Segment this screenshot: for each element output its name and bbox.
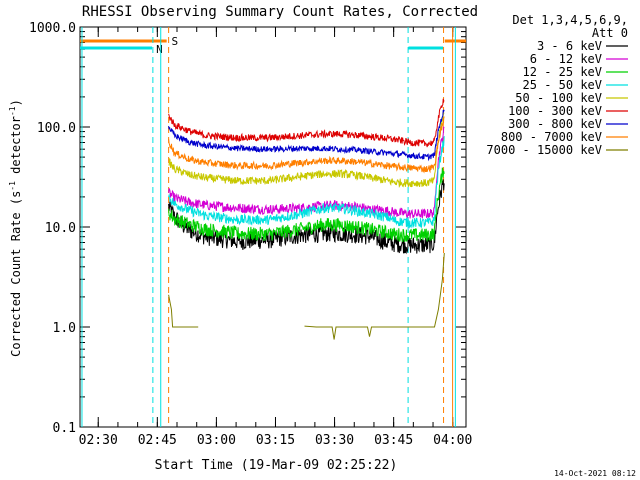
footer-date: 14-Oct-2021 08:12 [554, 469, 636, 478]
y-tick-label: 100.0 [37, 121, 76, 136]
legend-label-0: 3 - 6 keV [537, 39, 602, 53]
series-line-6 [168, 109, 445, 162]
x-tick-label: 03:30 [315, 433, 354, 448]
series-line-0 [168, 179, 445, 255]
x-tick-label: 03:00 [197, 433, 236, 448]
x-tick-label: 03:15 [256, 433, 295, 448]
legend-label-8: 7000 - 15000 keV [486, 143, 602, 157]
y-tick-label: 1.0 [53, 321, 76, 336]
chart-title: RHESSI Observing Summary Count Rates, Co… [82, 4, 478, 20]
legend-label-4: 50 - 100 keV [515, 91, 602, 105]
x-axis-label: Start Time (19-Mar-09 02:25:22) [155, 458, 398, 473]
legend-label-6: 300 - 800 keV [508, 117, 602, 131]
legend-header-line-1: Det 1,3,4,5,6,9, [512, 13, 628, 27]
x-tick-label: 02:45 [138, 433, 177, 448]
series-line-2 [168, 167, 445, 242]
series-line-3 [168, 136, 445, 229]
series-line-8 [168, 252, 445, 340]
legend-label-5: 100 - 300 keV [508, 104, 602, 118]
x-tick-label: 04:00 [433, 433, 472, 448]
legend-label-1: 6 - 12 keV [530, 52, 602, 66]
x-tick-label: 03:45 [374, 433, 413, 448]
y-tick-label: 1000.0 [29, 21, 76, 36]
legend-header-line-2: Att 0 [592, 26, 628, 40]
saa-flag-label: S [171, 35, 178, 48]
y-tick-label: 0.1 [53, 421, 76, 436]
legend-label-2: 12 - 25 keV [523, 65, 602, 79]
series-line-4 [168, 112, 445, 189]
legend-label-7: 800 - 7000 keV [501, 130, 602, 144]
y-axis-label: Corrected Count Rate (s-1 detector-1) [8, 99, 23, 357]
night-flag-label: N [156, 43, 163, 56]
y-tick-label: 10.0 [45, 221, 76, 236]
series-line-1 [168, 125, 445, 219]
series-line-5 [168, 98, 445, 148]
x-tick-label: 02:30 [79, 433, 118, 448]
series-line-7 [168, 116, 445, 174]
legend-label-3: 25 - 50 keV [523, 78, 602, 92]
